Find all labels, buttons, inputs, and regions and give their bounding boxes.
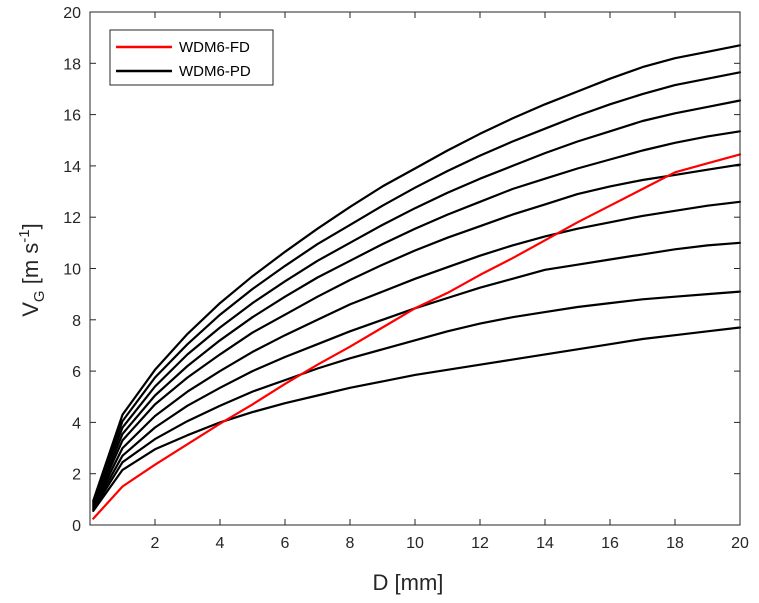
- series-line-pd-4: [92, 163, 742, 507]
- x-tick-label: 12: [471, 535, 489, 552]
- legend: WDM6-FD WDM6-PD: [109, 29, 274, 86]
- y-tick-label: 20: [63, 5, 81, 22]
- series-line-wdm6-fd: [92, 153, 742, 520]
- y-tick-label: 12: [63, 210, 81, 227]
- y-tick-label: 0: [72, 518, 81, 535]
- plot-curves: [92, 44, 742, 520]
- y-tick-label: 16: [63, 108, 81, 125]
- y-axis-title-main: V: [18, 302, 43, 317]
- y-axis-title: VG [m s-1]: [16, 223, 48, 317]
- x-tick-label: 18: [666, 535, 684, 552]
- series-line-pd-5: [92, 130, 742, 506]
- x-tick-label: 2: [151, 535, 160, 552]
- series-line-pd-0: [92, 326, 742, 512]
- series-line-pd-7: [92, 71, 742, 503]
- x-tick-label: 10: [406, 535, 424, 552]
- y-axis-title-superscript: -1: [16, 229, 33, 242]
- x-axis-ticks: 2 4 6 8 10 12 14 16 18 20: [151, 12, 749, 552]
- y-tick-label: 10: [63, 262, 81, 279]
- y-tick-label: 14: [63, 159, 81, 176]
- x-tick-label: 14: [536, 535, 554, 552]
- series-line-pd-8: [92, 44, 742, 502]
- y-axis-title-units: [m s: [18, 243, 43, 291]
- plot-frame: [89, 11, 741, 526]
- x-tick-label: 4: [216, 535, 225, 552]
- x-tick-label: 8: [346, 535, 355, 552]
- series-line-pd-1: [92, 290, 742, 511]
- x-tick-label: 6: [281, 535, 290, 552]
- series-line-pd-6: [92, 99, 742, 505]
- x-tick-label: 20: [731, 535, 749, 552]
- series-line-pd-3: [92, 200, 742, 509]
- y-axis-ticks: 0 2 4 6 8 10 12 14 16 18 20: [63, 5, 740, 535]
- y-tick-label: 2: [72, 467, 81, 484]
- y-axis-title-units-close: ]: [18, 223, 43, 229]
- y-tick-label: 8: [72, 313, 81, 330]
- y-axis-title-subscript: G: [31, 290, 48, 302]
- legend-label-pd: WDM6-PD: [179, 63, 251, 80]
- x-tick-label: 16: [601, 535, 619, 552]
- legend-box: [109, 29, 274, 86]
- y-tick-label: 6: [72, 364, 81, 381]
- y-tick-label: 4: [72, 415, 81, 432]
- legend-label-fd: WDM6-FD: [179, 39, 250, 56]
- y-tick-label: 18: [63, 56, 81, 73]
- x-axis-title: D [mm]: [373, 570, 444, 595]
